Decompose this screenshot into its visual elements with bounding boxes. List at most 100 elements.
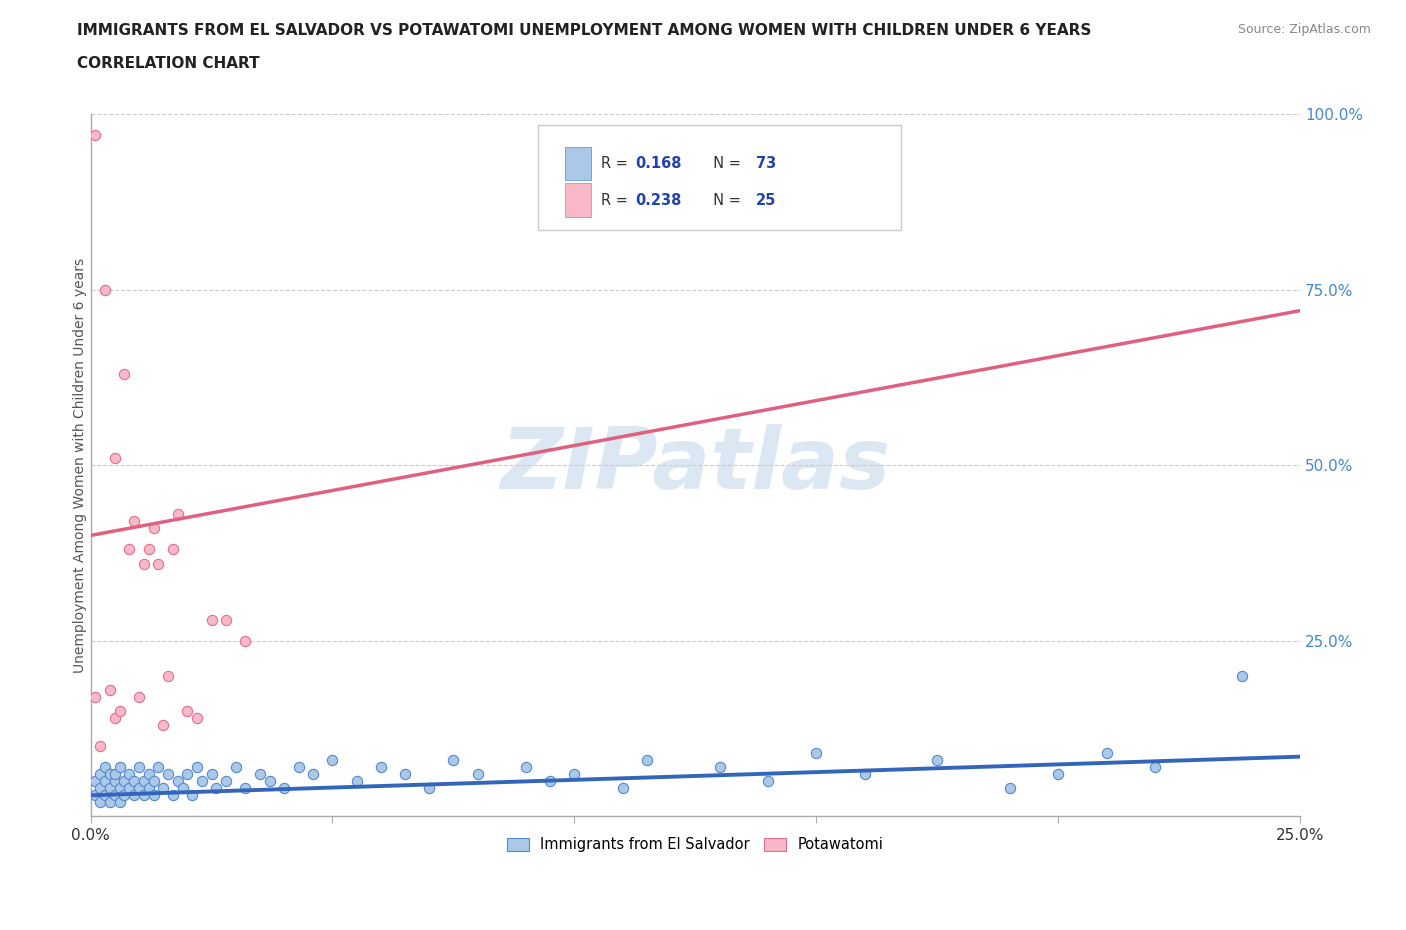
Point — [467, 766, 489, 781]
Point — [215, 774, 238, 789]
Point — [156, 766, 179, 781]
Point — [176, 766, 198, 781]
Point — [84, 127, 107, 142]
Point — [515, 760, 537, 775]
Point — [94, 282, 117, 297]
FancyBboxPatch shape — [538, 125, 901, 230]
Point — [186, 711, 208, 725]
Point — [138, 542, 160, 557]
Point — [1095, 746, 1118, 761]
Point — [128, 689, 150, 704]
Point — [370, 760, 392, 775]
Point — [853, 766, 876, 781]
Point — [89, 738, 111, 753]
Point — [104, 711, 127, 725]
Point — [156, 669, 179, 684]
Point — [114, 774, 136, 789]
Point — [249, 766, 271, 781]
Point — [564, 766, 586, 781]
Point — [162, 788, 184, 803]
Point — [142, 521, 165, 536]
Point — [273, 781, 295, 796]
Point — [142, 788, 165, 803]
Point — [89, 795, 111, 810]
Point — [205, 781, 228, 796]
Point — [166, 774, 188, 789]
Point — [142, 774, 165, 789]
Point — [998, 781, 1021, 796]
Text: CORRELATION CHART: CORRELATION CHART — [77, 56, 260, 71]
Text: ZIPatlas: ZIPatlas — [501, 424, 890, 507]
Point — [346, 774, 368, 789]
Point — [152, 718, 174, 733]
Point — [98, 795, 121, 810]
Point — [172, 781, 194, 796]
Point — [114, 788, 136, 803]
Point — [84, 788, 107, 803]
Point — [1047, 766, 1070, 781]
Point — [418, 781, 440, 796]
Point — [118, 542, 141, 557]
Point — [1143, 760, 1166, 775]
Point — [128, 760, 150, 775]
Point — [89, 781, 111, 796]
Text: N =: N = — [704, 193, 745, 207]
Point — [225, 760, 247, 775]
Point — [108, 760, 131, 775]
Point — [104, 774, 127, 789]
Point — [152, 781, 174, 796]
Point — [122, 514, 145, 529]
Point — [122, 788, 145, 803]
Point — [104, 788, 127, 803]
Point — [138, 781, 160, 796]
Point — [132, 788, 155, 803]
Point — [118, 781, 141, 796]
Point — [443, 752, 465, 767]
Y-axis label: Unemployment Among Women with Children Under 6 years: Unemployment Among Women with Children U… — [73, 258, 87, 672]
Point — [118, 766, 141, 781]
Point — [394, 766, 416, 781]
Point — [132, 556, 155, 571]
Point — [806, 746, 828, 761]
Point — [302, 766, 325, 781]
Point — [98, 766, 121, 781]
Point — [162, 542, 184, 557]
Text: 25: 25 — [756, 193, 776, 207]
Point — [114, 366, 136, 381]
Point — [709, 760, 731, 775]
Point — [94, 788, 117, 803]
Point — [181, 788, 204, 803]
Text: 0.168: 0.168 — [636, 156, 682, 171]
Point — [215, 612, 238, 627]
Point — [200, 612, 222, 627]
Point — [94, 774, 117, 789]
Point — [94, 760, 117, 775]
Text: IMMIGRANTS FROM EL SALVADOR VS POTAWATOMI UNEMPLOYMENT AMONG WOMEN WITH CHILDREN: IMMIGRANTS FROM EL SALVADOR VS POTAWATOM… — [77, 23, 1091, 38]
Point — [132, 774, 155, 789]
Point — [104, 766, 127, 781]
Point — [89, 766, 111, 781]
Point — [176, 704, 198, 719]
Point — [98, 683, 121, 698]
Point — [636, 752, 658, 767]
Point — [1230, 669, 1253, 684]
Point — [235, 633, 257, 648]
Point — [148, 556, 170, 571]
Text: N =: N = — [704, 156, 745, 171]
Point — [927, 752, 949, 767]
Point — [186, 760, 208, 775]
Point — [108, 781, 131, 796]
Point — [191, 774, 214, 789]
Point — [259, 774, 281, 789]
Point — [122, 774, 145, 789]
Text: R =: R = — [600, 156, 633, 171]
Point — [148, 760, 170, 775]
Text: 0.238: 0.238 — [636, 193, 682, 207]
Point — [287, 760, 309, 775]
Point — [84, 689, 107, 704]
Point — [98, 781, 121, 796]
Point — [108, 704, 131, 719]
Bar — [565, 183, 592, 217]
Point — [138, 766, 160, 781]
Point — [128, 781, 150, 796]
